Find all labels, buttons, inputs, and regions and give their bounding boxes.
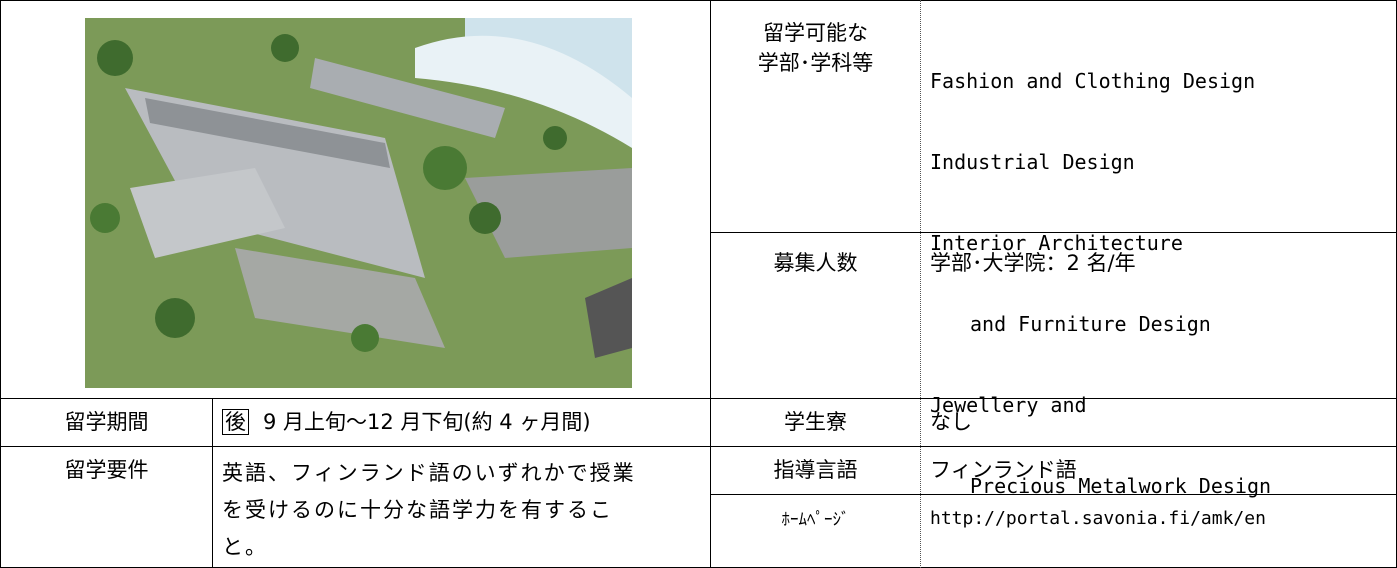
label: 指導言語	[773, 458, 858, 482]
value-line: と。	[222, 535, 268, 559]
label: ﾎｰﾑﾍﾟｰｼﾞ	[781, 510, 850, 530]
label-cell: 留学可能な 学部･学科等	[711, 18, 920, 78]
value: なし	[930, 410, 972, 434]
label: 学部･学科等	[757, 51, 874, 75]
border	[710, 232, 1397, 233]
border	[0, 0, 1, 568]
value: 学部･大学院：2 名/年	[930, 251, 1136, 275]
label: 学生寮	[784, 410, 847, 434]
divider	[920, 0, 921, 568]
value-line: を受けるのに十分な語学力を有するこ	[222, 498, 613, 522]
border	[212, 398, 213, 568]
value-cell: 英語、フィンランド語のいずれかで授業 を受けるのに十分な語学力を有するこ と。	[222, 455, 636, 566]
border	[0, 398, 1397, 399]
term-badge: 後	[222, 409, 249, 435]
label: 留学期間	[64, 410, 149, 434]
border	[710, 494, 1397, 495]
campus-photo	[85, 18, 632, 388]
border	[0, 0, 1397, 1]
label: 留学要件	[64, 458, 149, 482]
value-line: 英語、フィンランド語のいずれかで授業	[222, 461, 636, 485]
department: and Furniture Design	[970, 312, 1211, 336]
department: Jewellery and	[930, 393, 1087, 417]
department-list: Fashion and Clothing Design Industrial D…	[930, 14, 1271, 554]
department: Interior Architecture	[930, 231, 1183, 255]
border	[0, 446, 1397, 447]
value: フィンランド語	[930, 458, 1077, 482]
value: 9 月上旬～12 月下旬(約 4 ヶ月間)	[263, 410, 591, 434]
label: 募集人数	[773, 251, 858, 275]
label: 留学可能な	[763, 21, 868, 45]
department: Fashion and Clothing Design	[930, 69, 1256, 93]
value-cell: 後 9 月上旬～12 月下旬(約 4 ヶ月間)	[222, 407, 591, 437]
department: Industrial Design	[930, 150, 1135, 174]
border	[710, 0, 711, 568]
department: Precious Metalwork Design	[970, 474, 1272, 498]
url[interactable]: http://portal.savonia.fi/amk/en	[930, 508, 1266, 529]
